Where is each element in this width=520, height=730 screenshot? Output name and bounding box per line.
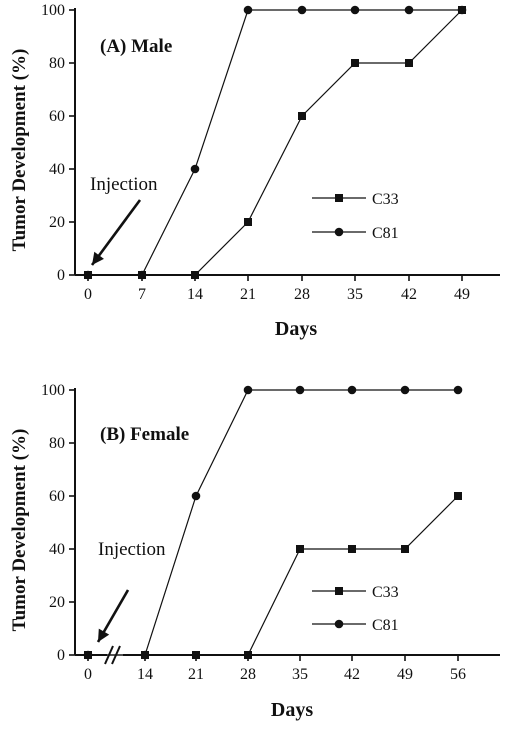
female-x-tick-label: 21 <box>188 666 204 683</box>
female-data-point-c81 <box>453 385 463 395</box>
male-data-point-c33 <box>298 112 306 120</box>
female-y-axis-title: Tumor Development (%) <box>9 429 30 632</box>
male-x-tick-label: 14 <box>187 286 203 303</box>
male-injection-arrow <box>90 199 142 266</box>
male-y-tick-label: 80 <box>49 55 65 72</box>
male-series-line-c33 <box>88 9 463 276</box>
female-data-point-c33 <box>244 651 252 659</box>
male-data-point-c33 <box>191 271 199 279</box>
female-y-tick-label: 0 <box>57 647 65 664</box>
male-data-point-c81 <box>457 5 467 15</box>
female-data-point-c81 <box>243 385 253 395</box>
female-x-tick-label: 28 <box>240 666 256 683</box>
female-y-tick-label: 40 <box>49 541 65 558</box>
female-data-point-c33 <box>454 492 462 500</box>
male-x-tick-label: 35 <box>347 286 363 303</box>
male-legend-marker-c81 <box>334 227 344 237</box>
female-series-line-c33 <box>88 495 459 656</box>
male-panel-title: (A) Male <box>100 36 172 57</box>
male-legend-label-c81: C81 <box>372 225 399 242</box>
male-data-point-c81 <box>243 5 253 15</box>
male-data-point-c81 <box>190 164 200 174</box>
male-y-axis-title: Tumor Development (%) <box>9 49 30 252</box>
male-x-tick-label: 42 <box>401 286 417 303</box>
male-data-point-c33 <box>405 59 413 67</box>
female-data-point-c81 <box>400 385 410 395</box>
female-legend-label-c33: C33 <box>372 584 399 601</box>
female-x-tick-label: 0 <box>84 666 92 683</box>
male-injection-arrowhead <box>92 251 104 265</box>
female-data-point-c33 <box>192 651 200 659</box>
male-data-point-c33 <box>244 218 252 226</box>
female-legend-marker-c33 <box>335 587 343 595</box>
male-data-point-c81 <box>137 270 147 280</box>
female-data-point-c81 <box>295 385 305 395</box>
male-data-point-c81 <box>404 5 414 15</box>
female-y-tick-label: 80 <box>49 435 65 452</box>
female-legend-marker-c81 <box>334 619 344 629</box>
male-y-tick-label: 0 <box>57 267 65 284</box>
male-y-tick-label: 60 <box>49 108 65 125</box>
male-x-tick-label: 7 <box>138 286 146 303</box>
female-x-tick-label: 14 <box>137 666 153 683</box>
male-x-tick-label: 28 <box>294 286 310 303</box>
male-data-point-c81 <box>350 5 360 15</box>
female-legend-label-c81: C81 <box>372 617 399 634</box>
female-data-point-c81 <box>83 650 93 660</box>
female-x-tick-label: 56 <box>450 666 466 683</box>
male-legend-label-c33: C33 <box>372 191 399 208</box>
female-data-point-c33 <box>296 545 304 553</box>
female-data-point-c81 <box>140 650 150 660</box>
male-y-tick-label: 100 <box>41 2 65 19</box>
female-injection-arrowhead <box>98 628 110 642</box>
female-panel-title: (B) Female <box>100 424 189 445</box>
female-x-tick-label: 49 <box>397 666 413 683</box>
female-y-tick-label: 20 <box>49 594 65 611</box>
male-data-point-c81 <box>83 270 93 280</box>
female-x-tick-label: 35 <box>292 666 308 683</box>
female-y-tick-label: 60 <box>49 488 65 505</box>
male-y-tick-label: 40 <box>49 161 65 178</box>
female-series-line-c81 <box>88 389 458 656</box>
male-x-tick-label: 0 <box>84 286 92 303</box>
female-injection-label: Injection <box>98 539 166 560</box>
female-data-point-c81 <box>347 385 357 395</box>
female-data-point-c33 <box>401 545 409 553</box>
male-x-tick-label: 21 <box>240 286 256 303</box>
female-x-axis-title: Days <box>271 699 313 721</box>
male-data-point-c33 <box>351 59 359 67</box>
male-x-tick-label: 49 <box>454 286 470 303</box>
male-legend-marker-c33 <box>335 194 343 202</box>
female-data-point-c81 <box>191 491 201 501</box>
female-y-tick-label: 100 <box>41 382 65 399</box>
male-y-tick-label: 20 <box>49 214 65 231</box>
male-injection-label: Injection <box>90 174 158 195</box>
male-data-point-c81 <box>297 5 307 15</box>
male-series-line-c81 <box>88 9 462 276</box>
male-x-axis-title: Days <box>275 318 317 340</box>
female-data-point-c33 <box>348 545 356 553</box>
female-x-tick-label: 42 <box>344 666 360 683</box>
